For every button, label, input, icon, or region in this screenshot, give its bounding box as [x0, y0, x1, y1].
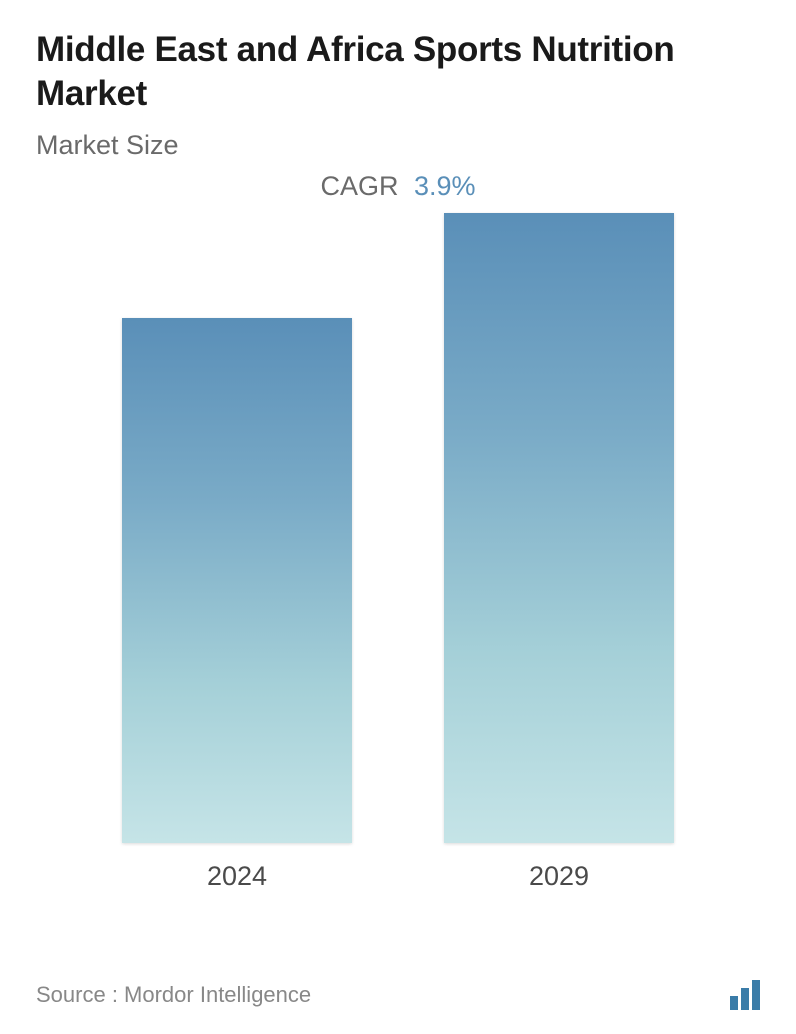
cagr-label: CAGR [320, 171, 398, 201]
bar-group-2029: 2029 [439, 213, 679, 892]
bar-2029 [444, 213, 674, 843]
cagr-row: CAGR 3.9% [36, 171, 760, 202]
footer: Source : Mordor Intelligence [36, 980, 760, 1010]
chart-subtitle: Market Size [36, 130, 760, 161]
bar-label-2029: 2029 [529, 861, 589, 892]
chart-title: Middle East and Africa Sports Nutrition … [36, 28, 760, 116]
brand-logo [730, 980, 760, 1010]
bar-2024 [122, 318, 352, 843]
logo-bars-icon [730, 980, 760, 1010]
cagr-value: 3.9% [414, 171, 476, 201]
chart-area: 2024 2029 [36, 232, 760, 892]
bar-label-2024: 2024 [207, 861, 267, 892]
source-text: Source : Mordor Intelligence [36, 982, 311, 1008]
bar-group-2024: 2024 [117, 318, 357, 892]
